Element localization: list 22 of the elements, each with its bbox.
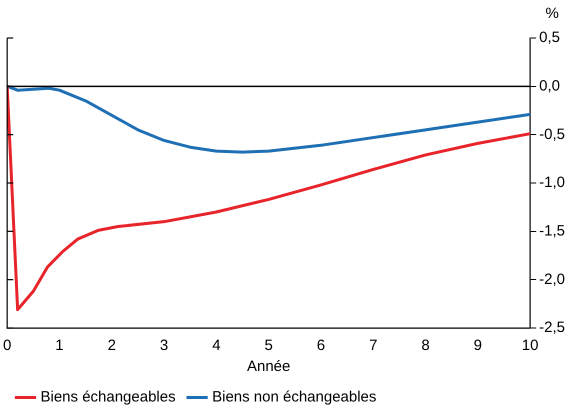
legend-label: Biens non échangeables: [212, 388, 376, 406]
legend-label: Biens échangeables: [40, 388, 176, 406]
x-tick-label: 10: [522, 337, 538, 354]
x-tick-label: 6: [316, 337, 326, 354]
y-tick-label: -1,0: [539, 174, 566, 192]
x-tick-label: 8: [421, 337, 430, 354]
y-tick-label: 0,5: [539, 29, 560, 46]
x-tick-label: 0: [3, 337, 12, 354]
x-axis-title: Année: [246, 358, 290, 376]
x-tick-label: 2: [108, 337, 116, 354]
x-tick-label: 1: [55, 337, 64, 354]
x-tick-label: 3: [160, 337, 168, 354]
x-tick-label: 7: [369, 337, 378, 354]
y-tick-label: 0,0: [539, 77, 560, 94]
x-tick-label: 4: [212, 337, 221, 354]
y-axis-title: %: [545, 5, 559, 22]
y-tick-label: -2,0: [539, 270, 566, 288]
x-tick-label: 9: [474, 337, 482, 354]
y-tick-label: -0,5: [539, 126, 566, 143]
y-tick-label: -1,5: [539, 222, 566, 240]
x-tick-label: 5: [264, 337, 273, 354]
y-tick-label: -2,5: [539, 319, 566, 336]
